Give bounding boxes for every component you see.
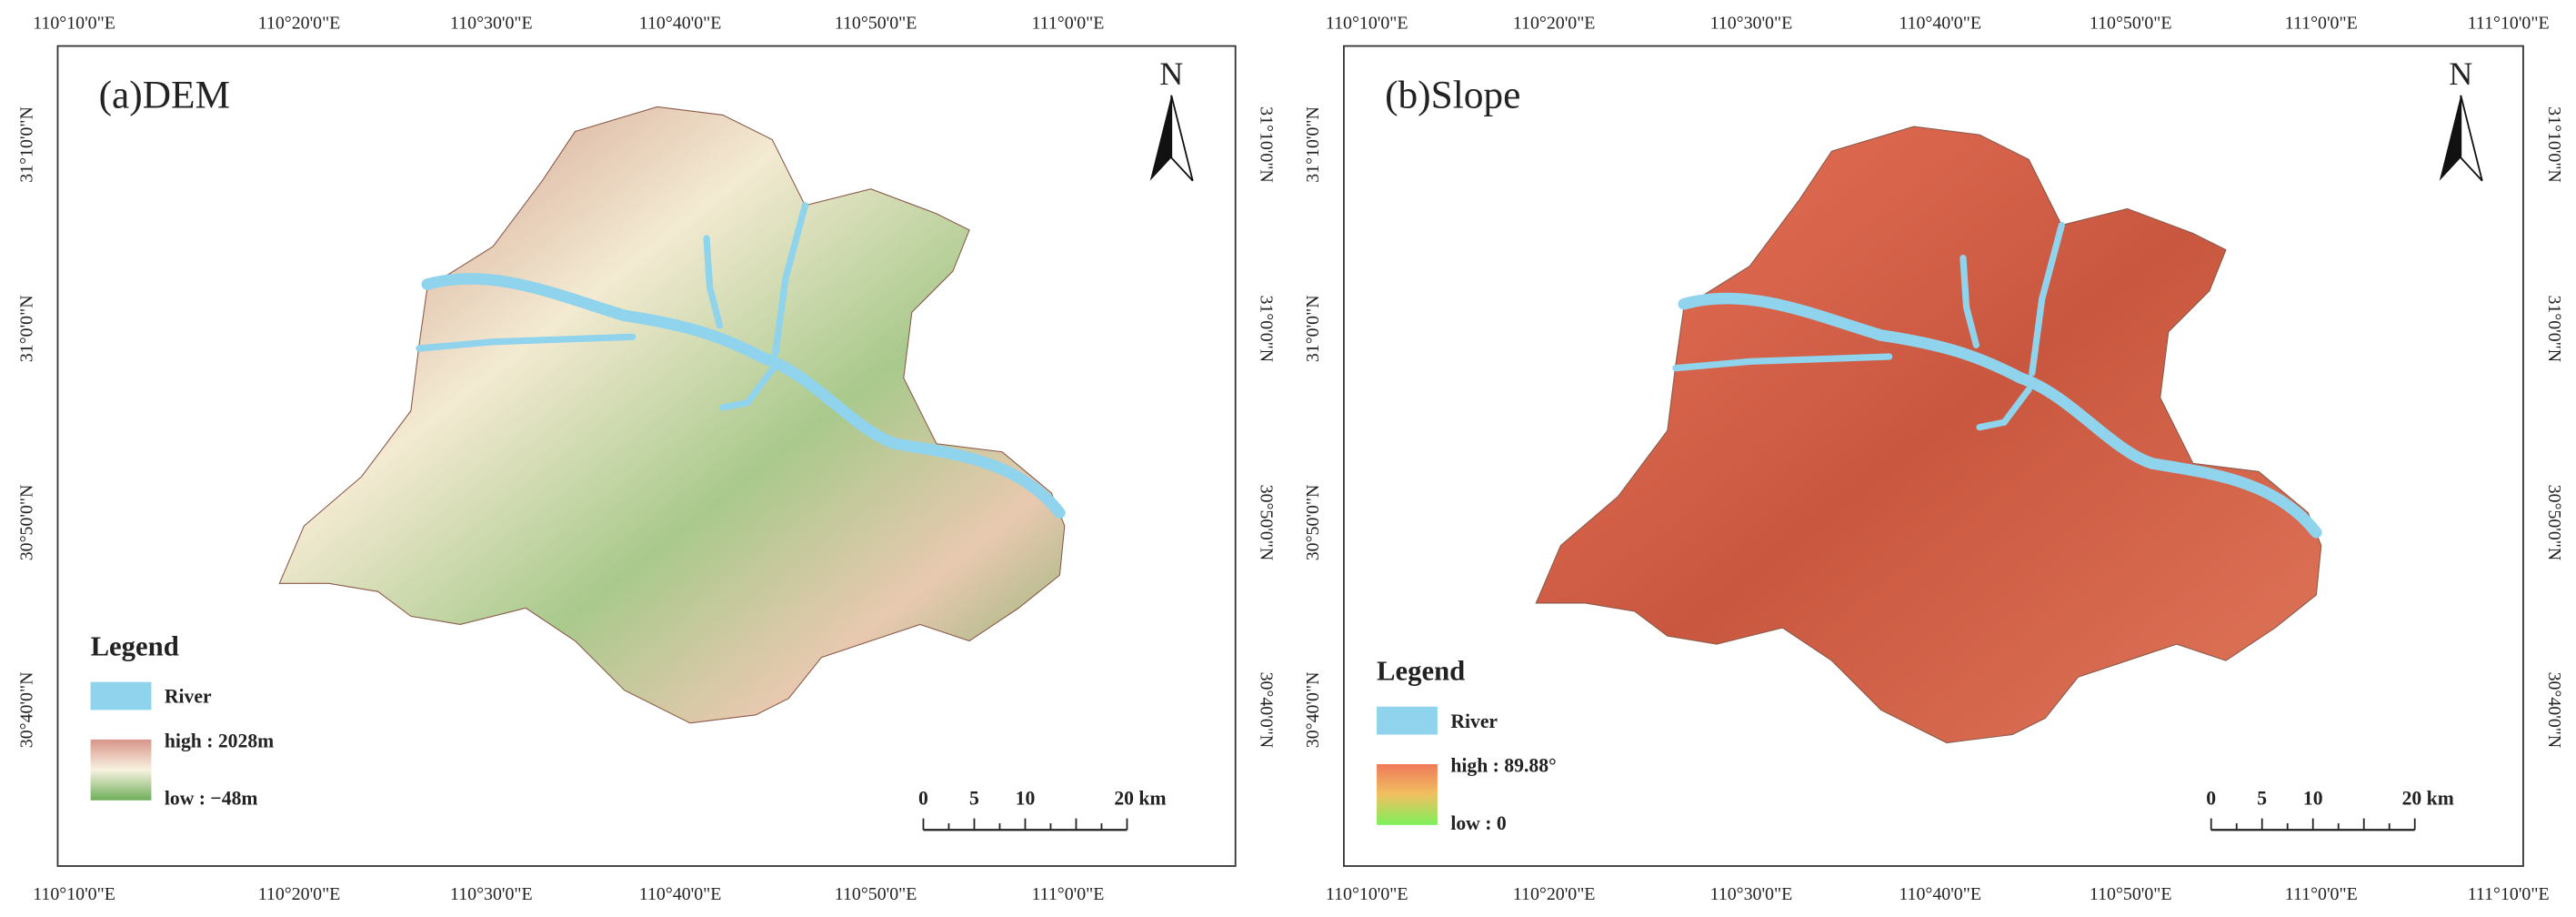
longitude-label: 110°40'0"E <box>639 884 722 904</box>
river <box>421 273 1066 519</box>
latitude-label: 31°10'0"N <box>1257 106 1277 183</box>
north-arrow <box>2460 95 2483 182</box>
scale-label: 0 <box>2206 788 2216 810</box>
latitude-label: 30°40'0"N <box>1303 672 1323 749</box>
longitude-label: 110°50'0"E <box>2090 884 2172 904</box>
river <box>1960 255 1980 348</box>
latitude-label: 30°50'0"N <box>17 485 37 561</box>
legend-ramp <box>90 739 152 801</box>
latitude-label: 30°50'0"N <box>1303 485 1323 561</box>
study-area <box>1535 126 2322 744</box>
longitude-label: 110°20'0"E <box>1513 884 1596 904</box>
longitude-label: 110°30'0"E <box>450 884 533 904</box>
latitude-label: 31°10'0"N <box>17 106 37 183</box>
longitude-label: 110°20'0"E <box>258 884 341 904</box>
latitude-label: 30°40'0"N <box>17 672 37 749</box>
map-panel: 110°10'0"E 110°20'0"E 110°30'0"E 110°40'0"E… <box>1303 14 2564 904</box>
terrain <box>1535 126 2322 744</box>
study-area <box>278 106 1066 724</box>
river <box>719 366 776 411</box>
scale-label: 0 <box>918 788 928 810</box>
scale-label: 10 <box>2303 788 2323 810</box>
longitude-label: 111°10'0"E <box>2468 884 2550 904</box>
latitude-label: 31°0'0"N <box>17 295 37 362</box>
legend-ramp <box>1377 764 1438 825</box>
legend-label: high : 89.88° <box>1450 755 1556 777</box>
river <box>1678 292 2322 539</box>
latitude-label: 31°10'0"N <box>1303 106 1323 183</box>
longitude-label: 110°10'0"E <box>1326 14 1408 34</box>
river <box>703 235 724 329</box>
latitude-label: 31°0'0"N <box>1303 295 1323 362</box>
river <box>772 202 809 357</box>
longitude-label: 111°10'0"E <box>2468 14 2550 34</box>
river <box>416 333 636 352</box>
river <box>2029 221 2065 377</box>
longitude-label: 110°20'0"E <box>258 14 341 34</box>
scale-label: 20 km <box>1114 788 1166 810</box>
longitude-label: 110°20'0"E <box>1513 14 1596 34</box>
longitude-label: 110°30'0"E <box>1710 884 1793 904</box>
longitude-label: 111°0'0"E <box>2285 14 2358 34</box>
longitude-label: 111°0'0"E <box>1031 14 1104 34</box>
latitude-label: 31°0'0"N <box>1257 295 1277 362</box>
longitude-label: 110°30'0"E <box>1710 14 1793 34</box>
terrain <box>278 106 1066 724</box>
latitude-label: 30°40'0"N <box>1257 672 1277 749</box>
legend-label: low : −48m <box>165 788 258 810</box>
legend-title: Legend <box>1377 656 1465 687</box>
longitude-label: 111°0'0"E <box>1031 884 1104 904</box>
longitude-label: 110°50'0"E <box>2090 14 2172 34</box>
latitude-label: 31°10'0"N <box>2544 106 2564 183</box>
longitude-label: 110°40'0"E <box>639 14 722 34</box>
longitude-label: 110°10'0"E <box>1326 884 1408 904</box>
scale-label: 5 <box>969 788 979 810</box>
longitude-label: 110°40'0"E <box>1899 14 1981 34</box>
north-label: N <box>1159 55 1183 92</box>
longitude-label: 110°50'0"E <box>835 14 917 34</box>
legend-label: high : 2028m <box>165 730 274 751</box>
longitude-label: 110°10'0"E <box>33 884 115 904</box>
longitude-label: 110°10'0"E <box>33 14 115 34</box>
legend-label: low : 0 <box>1450 812 1506 834</box>
longitude-label: 110°30'0"E <box>450 14 533 34</box>
longitude-label: 110°50'0"E <box>835 884 917 904</box>
scale-label: 10 <box>1016 788 1036 810</box>
latitude-label: 30°50'0"N <box>2544 485 2564 561</box>
river <box>1672 353 1893 372</box>
legend-title: Legend <box>91 631 179 662</box>
legend-river-swatch <box>1377 706 1438 735</box>
panel-title: (b)Slope <box>1385 73 1520 116</box>
longitude-label: 111°0'0"E <box>2285 884 2358 904</box>
scale-label: 5 <box>2257 788 2267 810</box>
map-panel: 110°10'0"E 110°20'0"E 110°30'0"E 110°40'0"E… <box>17 14 1277 904</box>
legend-label: River <box>1450 710 1498 732</box>
legend-label: River <box>165 686 212 708</box>
latitude-label: 31°0'0"N <box>2544 295 2564 362</box>
longitude-label: 110°40'0"E <box>1899 884 1981 904</box>
scale-label: 20 km <box>2402 788 2454 810</box>
latitude-label: 30°40'0"N <box>2544 672 2564 749</box>
panel-title: (a)DEM <box>99 73 230 116</box>
latitude-label: 30°50'0"N <box>1257 485 1277 561</box>
legend-river-swatch <box>90 681 152 710</box>
north-label: N <box>2449 55 2472 92</box>
north-arrow <box>1170 95 1194 182</box>
river <box>1976 386 2032 431</box>
